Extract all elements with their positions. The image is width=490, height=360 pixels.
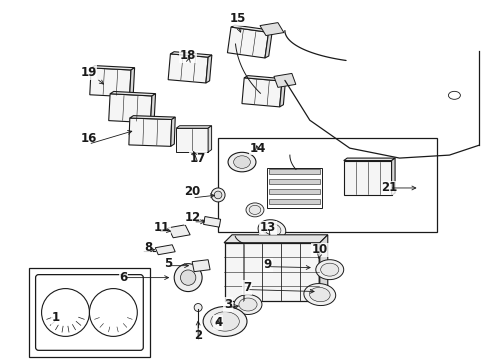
Polygon shape — [244, 76, 286, 81]
Polygon shape — [168, 54, 208, 83]
Ellipse shape — [249, 205, 261, 215]
Polygon shape — [208, 126, 212, 152]
Text: 15: 15 — [230, 12, 246, 25]
Polygon shape — [265, 30, 272, 58]
Circle shape — [42, 289, 90, 336]
Text: 9: 9 — [264, 258, 272, 271]
Polygon shape — [260, 23, 284, 36]
Polygon shape — [91, 66, 135, 70]
Polygon shape — [280, 79, 286, 107]
Text: 13: 13 — [260, 221, 276, 234]
Circle shape — [174, 264, 202, 292]
Polygon shape — [176, 128, 208, 152]
Text: 20: 20 — [184, 185, 200, 198]
Polygon shape — [319, 240, 323, 301]
Polygon shape — [168, 225, 190, 238]
Text: 5: 5 — [164, 257, 172, 270]
Text: 6: 6 — [119, 271, 127, 284]
Ellipse shape — [448, 91, 461, 99]
Ellipse shape — [258, 220, 286, 240]
Polygon shape — [231, 25, 272, 32]
Text: 3: 3 — [224, 298, 232, 311]
Ellipse shape — [234, 156, 250, 168]
Polygon shape — [171, 52, 212, 57]
Text: 17: 17 — [190, 152, 206, 165]
Text: 7: 7 — [243, 281, 251, 294]
Polygon shape — [150, 94, 155, 123]
Text: 4: 4 — [214, 316, 222, 329]
Polygon shape — [176, 126, 212, 128]
Text: 8: 8 — [144, 241, 152, 254]
Ellipse shape — [320, 263, 339, 276]
Polygon shape — [343, 158, 395, 161]
Polygon shape — [224, 243, 319, 301]
Text: 12: 12 — [185, 211, 201, 224]
Circle shape — [180, 270, 196, 285]
Polygon shape — [343, 161, 392, 195]
Ellipse shape — [228, 152, 256, 172]
FancyBboxPatch shape — [36, 275, 143, 350]
Text: 18: 18 — [180, 49, 196, 62]
Text: 14: 14 — [250, 141, 266, 155]
Circle shape — [214, 191, 222, 199]
Polygon shape — [242, 78, 282, 107]
Bar — [28, 268, 150, 357]
Polygon shape — [110, 91, 155, 96]
Ellipse shape — [239, 298, 257, 311]
Polygon shape — [392, 158, 395, 195]
Ellipse shape — [211, 312, 239, 331]
Bar — [270, 199, 320, 204]
Polygon shape — [90, 68, 131, 97]
Polygon shape — [203, 216, 220, 227]
Polygon shape — [224, 235, 328, 243]
Ellipse shape — [304, 284, 336, 306]
Bar — [268, 168, 322, 208]
Circle shape — [194, 303, 202, 311]
Polygon shape — [109, 94, 152, 123]
Polygon shape — [129, 118, 172, 147]
Circle shape — [211, 188, 225, 202]
Polygon shape — [192, 260, 210, 272]
Polygon shape — [320, 235, 328, 301]
Polygon shape — [171, 117, 175, 147]
Bar — [270, 169, 320, 174]
Ellipse shape — [301, 250, 323, 265]
Circle shape — [90, 289, 137, 336]
Text: 16: 16 — [80, 132, 97, 145]
Ellipse shape — [310, 287, 330, 302]
Ellipse shape — [316, 260, 343, 280]
Ellipse shape — [263, 223, 281, 237]
Polygon shape — [155, 245, 175, 255]
Ellipse shape — [246, 203, 264, 217]
Polygon shape — [129, 68, 135, 97]
Text: 1: 1 — [51, 311, 60, 324]
Bar — [218, 138, 438, 232]
Ellipse shape — [305, 253, 318, 263]
Bar — [270, 179, 320, 184]
Polygon shape — [227, 27, 269, 58]
Text: 2: 2 — [194, 329, 202, 342]
Polygon shape — [206, 55, 212, 83]
Text: 11: 11 — [154, 221, 171, 234]
Bar — [270, 189, 320, 194]
Text: 19: 19 — [80, 66, 97, 79]
Polygon shape — [130, 116, 175, 120]
Ellipse shape — [203, 306, 247, 336]
Polygon shape — [274, 73, 296, 87]
Text: 10: 10 — [312, 243, 328, 256]
Ellipse shape — [234, 294, 262, 315]
Polygon shape — [224, 240, 323, 243]
Text: 21: 21 — [381, 181, 398, 194]
